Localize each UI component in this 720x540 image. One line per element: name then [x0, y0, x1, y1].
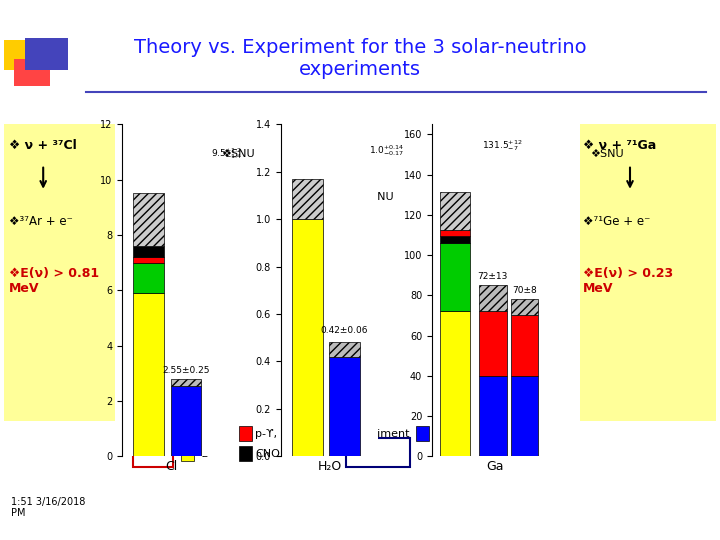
Text: 70±8: 70±8 — [512, 286, 537, 295]
Bar — [441, 312, 469, 456]
Text: ⁸B: ⁸B — [197, 449, 210, 458]
Text: CNO: CNO — [255, 449, 280, 458]
Bar — [133, 438, 173, 467]
Text: $131.5^{+12}_{-7}$: $131.5^{+12}_{-7}$ — [482, 138, 523, 153]
Text: ❖SNU: ❖SNU — [488, 149, 522, 159]
Bar — [480, 285, 507, 312]
Bar — [133, 262, 164, 293]
Bar — [510, 299, 538, 315]
Text: ❖SNU: ❖SNU — [360, 192, 394, 202]
Text: p-ϒ, pep: p-ϒ, pep — [255, 429, 302, 438]
Text: 0.42±0.06: 0.42±0.06 — [320, 326, 368, 335]
X-axis label: Cl: Cl — [165, 461, 177, 474]
Bar — [346, 438, 410, 467]
Bar — [441, 236, 469, 243]
Bar — [171, 386, 202, 456]
Bar — [329, 342, 360, 357]
Bar — [133, 257, 164, 262]
Text: Theory: Theory — [133, 429, 172, 438]
Text: 2.55±0.25: 2.55±0.25 — [162, 366, 210, 375]
Bar — [4, 40, 43, 70]
Bar — [441, 230, 469, 236]
Text: ❖E(ν) > 0.23
MeV: ❖E(ν) > 0.23 MeV — [583, 267, 673, 295]
Bar — [171, 379, 202, 386]
Bar — [239, 446, 252, 461]
Text: ❖³⁷Ar + e⁻: ❖³⁷Ar + e⁻ — [9, 215, 73, 228]
Text: ❖⁷¹Ge + e⁻: ❖⁷¹Ge + e⁻ — [583, 215, 651, 228]
Text: ❖SNU: ❖SNU — [590, 149, 624, 159]
Bar — [510, 376, 538, 456]
Bar — [14, 59, 50, 86]
Bar — [580, 124, 716, 421]
Bar — [4, 124, 115, 421]
Text: $1.0^{+0.14}_{-0.17}$: $1.0^{+0.14}_{-0.17}$ — [369, 143, 405, 158]
Bar — [441, 243, 469, 312]
Bar — [416, 426, 429, 441]
Text: 72±13: 72±13 — [477, 272, 508, 281]
Bar — [480, 312, 507, 376]
X-axis label: H₂O: H₂O — [318, 461, 341, 474]
Bar — [239, 426, 252, 441]
Bar — [329, 357, 360, 456]
Bar — [292, 179, 323, 219]
Text: ❖ ν + ⁷¹Ga: ❖ ν + ⁷¹Ga — [583, 139, 657, 152]
Text: ❖SNU: ❖SNU — [221, 149, 255, 159]
Bar — [480, 376, 507, 456]
Text: Experiment: Experiment — [346, 429, 410, 438]
X-axis label: Ga: Ga — [486, 461, 504, 474]
Text: ❖E(ν) > 0.81
MeV: ❖E(ν) > 0.81 MeV — [9, 267, 99, 295]
Bar — [441, 192, 469, 230]
Bar — [181, 426, 194, 441]
Text: $9.5^{+1.2}_{-1.4}$: $9.5^{+1.2}_{-1.4}$ — [211, 146, 242, 161]
Text: ❖ ν + ³⁷Cl: ❖ ν + ³⁷Cl — [9, 139, 76, 152]
Bar — [133, 246, 164, 257]
Bar — [25, 38, 68, 70]
Text: Theory vs. Experiment for the 3 solar-neutrino
experiments: Theory vs. Experiment for the 3 solar-ne… — [134, 38, 586, 79]
Text: ⁷Be: ⁷Be — [197, 429, 216, 438]
Text: ❖SNU: ❖SNU — [310, 149, 343, 159]
Bar — [292, 219, 323, 456]
Bar — [181, 446, 194, 461]
Bar — [510, 315, 538, 376]
Text: 1:51 3/16/2018
PM: 1:51 3/16/2018 PM — [11, 497, 85, 518]
Bar — [133, 293, 164, 456]
Bar — [133, 193, 164, 246]
